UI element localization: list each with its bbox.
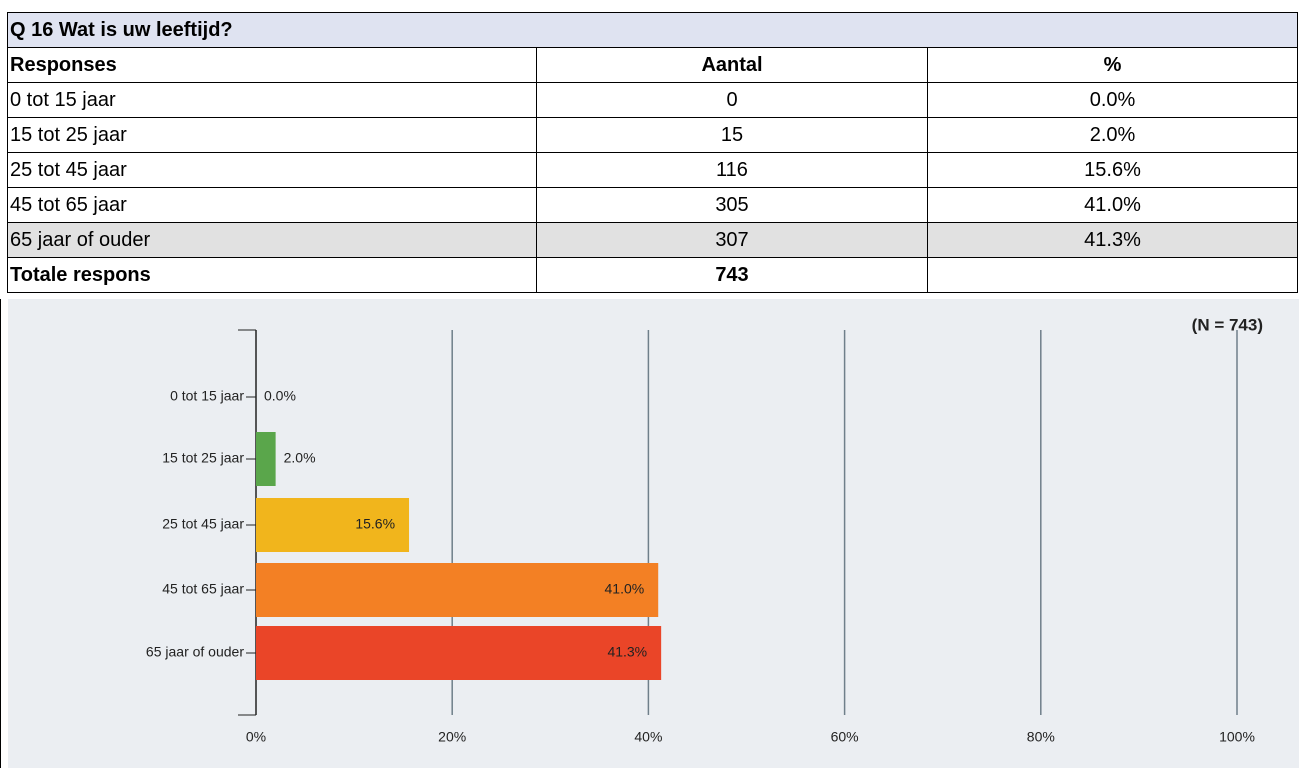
- header-cell: Aantal: [536, 47, 928, 83]
- table-cell: 2.0%: [927, 117, 1298, 153]
- y-tick-label: 65 jaar of ouder: [146, 644, 244, 660]
- table-cell: 116: [536, 152, 928, 188]
- table-cell: 15.6%: [927, 152, 1298, 188]
- y-tick-label: 45 tot 65 jaar: [162, 581, 244, 597]
- chart: (N = 743) 0% 20% 40% 60% 80% 100% 0 tot 15 jaa…: [0, 299, 1299, 768]
- x-tick-label: 40%: [634, 729, 662, 745]
- table-cell: 307: [536, 222, 928, 258]
- header-cell: Responses: [7, 47, 537, 83]
- table-title: Q 16 Wat is uw leeftijd?: [7, 12, 1298, 48]
- bar: [256, 432, 276, 486]
- value-label: 41.3%: [607, 644, 647, 660]
- value-label: 2.0%: [284, 450, 316, 466]
- table-row: 45 tot 65 jaar 305 41.0%: [7, 187, 1298, 223]
- table-cell: 15 tot 25 jaar: [7, 117, 537, 153]
- table-cell: 305: [536, 187, 928, 223]
- table-body: 0 tot 15 jaar 0 0.0% 15 tot 25 jaar 15 2.0% 25…: [7, 82, 1298, 258]
- table-row: 25 tot 45 jaar 116 15.6%: [7, 152, 1298, 188]
- bar: [256, 498, 410, 552]
- x-tick-label: 80%: [1027, 729, 1055, 745]
- value-label: 41.0%: [605, 581, 645, 597]
- table-row: 0 tot 15 jaar 0 0.0%: [7, 82, 1298, 118]
- table-cell: 0 tot 15 jaar: [7, 82, 537, 118]
- total-cell: 743: [536, 257, 928, 293]
- y-tick-label: 25 tot 45 jaar: [162, 516, 244, 532]
- table-cell: 0.0%: [927, 82, 1298, 118]
- header-cell: %: [927, 47, 1298, 83]
- table-cell: 45 tot 65 jaar: [7, 187, 537, 223]
- table-cell: 41.0%: [927, 187, 1298, 223]
- value-label: 15.6%: [355, 516, 395, 532]
- bar: [256, 563, 659, 617]
- value-label: 0.0%: [264, 388, 296, 404]
- x-tick-label: 60%: [831, 729, 859, 745]
- annotation: (N = 743): [1192, 315, 1263, 334]
- bar: [256, 626, 662, 680]
- table-cell: 65 jaar of ouder: [7, 222, 537, 258]
- chart-background: [8, 299, 1299, 768]
- x-tick-label: 0%: [246, 729, 266, 745]
- table-cell: 0: [536, 82, 928, 118]
- table-row: 65 jaar of ouder 307 41.3%: [7, 222, 1298, 258]
- table-cell: 15: [536, 117, 928, 153]
- table-cell: 41.3%: [927, 222, 1298, 258]
- results-table: Q 16 Wat is uw leeftijd? Responses Aanta…: [7, 12, 1298, 293]
- y-tick-label: 0 tot 15 jaar: [170, 388, 244, 404]
- table-row: 15 tot 25 jaar 15 2.0%: [7, 117, 1298, 153]
- total-cell: Totale respons: [7, 257, 537, 293]
- table-cell: 25 tot 45 jaar: [7, 152, 537, 188]
- x-tick-label: 100%: [1219, 729, 1255, 745]
- total-cell: [927, 257, 1298, 293]
- y-tick-label: 15 tot 25 jaar: [162, 450, 244, 466]
- x-tick-label: 20%: [438, 729, 466, 745]
